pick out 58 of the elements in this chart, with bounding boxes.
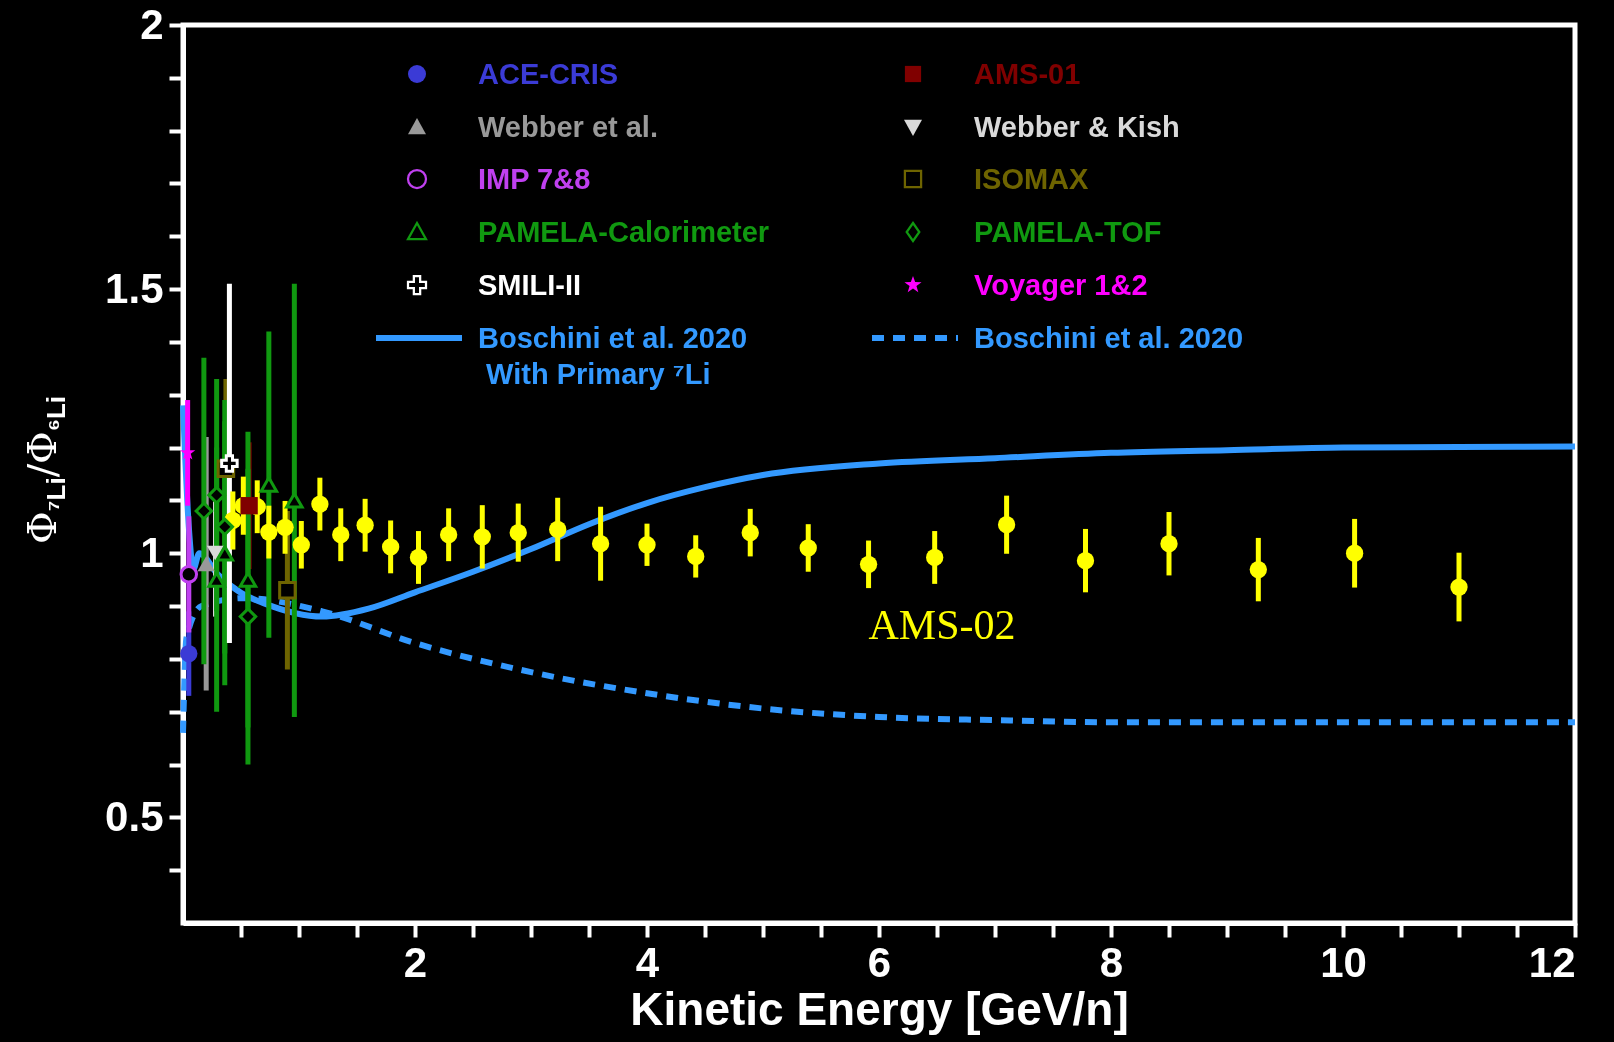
legend-label: Boschini et al. 2020 With Primary ⁷Li bbox=[478, 320, 748, 392]
legend-label: PAMELA-TOF bbox=[974, 215, 1162, 251]
legend-label: Webber et al. bbox=[478, 109, 658, 145]
point bbox=[259, 476, 279, 493]
point bbox=[260, 523, 278, 541]
point bbox=[180, 644, 198, 663]
y-tick-label: 2 bbox=[140, 0, 164, 48]
point bbox=[591, 535, 610, 553]
point bbox=[926, 548, 944, 567]
point bbox=[292, 536, 310, 554]
point bbox=[439, 526, 458, 544]
legend-label: ISOMAX bbox=[974, 162, 1089, 198]
point bbox=[285, 492, 304, 509]
point bbox=[1450, 578, 1468, 596]
point bbox=[215, 545, 235, 562]
point bbox=[194, 501, 214, 521]
legend-label: ACE-CRIS bbox=[478, 57, 619, 92]
point bbox=[238, 571, 258, 588]
legend-label: Voyager 1&2 bbox=[974, 267, 1148, 303]
x-tick-label: 10 bbox=[1320, 938, 1367, 986]
point bbox=[409, 548, 428, 567]
point bbox=[1249, 560, 1267, 579]
point bbox=[638, 536, 656, 554]
y-tick-label: 1 bbox=[140, 528, 164, 576]
legend-label: IMP 7&8 bbox=[478, 162, 591, 198]
point bbox=[238, 607, 258, 626]
point bbox=[687, 547, 705, 566]
point bbox=[278, 580, 297, 600]
point bbox=[179, 565, 199, 584]
point bbox=[549, 520, 567, 539]
point bbox=[799, 539, 817, 557]
point bbox=[1345, 544, 1364, 562]
point bbox=[509, 523, 527, 542]
legend-label: AMS-01 bbox=[974, 57, 1081, 92]
point bbox=[207, 485, 226, 505]
x-tick-label: 12 bbox=[1528, 938, 1576, 986]
point bbox=[276, 518, 294, 536]
point bbox=[859, 555, 878, 573]
point bbox=[311, 495, 329, 513]
point bbox=[381, 538, 400, 556]
annotation: AMS-02 bbox=[868, 601, 1016, 649]
point bbox=[220, 454, 239, 473]
point bbox=[332, 526, 350, 544]
point bbox=[997, 516, 1016, 534]
point bbox=[1160, 535, 1178, 553]
x-tick-label: 2 bbox=[403, 938, 428, 986]
y-tick-label: 0.5 bbox=[105, 792, 164, 840]
legend-label: Webber & Kish bbox=[974, 109, 1180, 145]
point bbox=[240, 497, 258, 515]
point bbox=[473, 528, 491, 546]
y-tick-label: 1.5 bbox=[105, 264, 164, 312]
point bbox=[741, 523, 759, 542]
legend-label: SMILI-II bbox=[478, 267, 582, 303]
legend-label: PAMELA-Calorimeter bbox=[478, 215, 770, 251]
point bbox=[356, 516, 374, 534]
point bbox=[1076, 551, 1095, 570]
legend-label: Boschini et al. 2020 bbox=[974, 320, 1244, 356]
point bbox=[197, 556, 215, 572]
